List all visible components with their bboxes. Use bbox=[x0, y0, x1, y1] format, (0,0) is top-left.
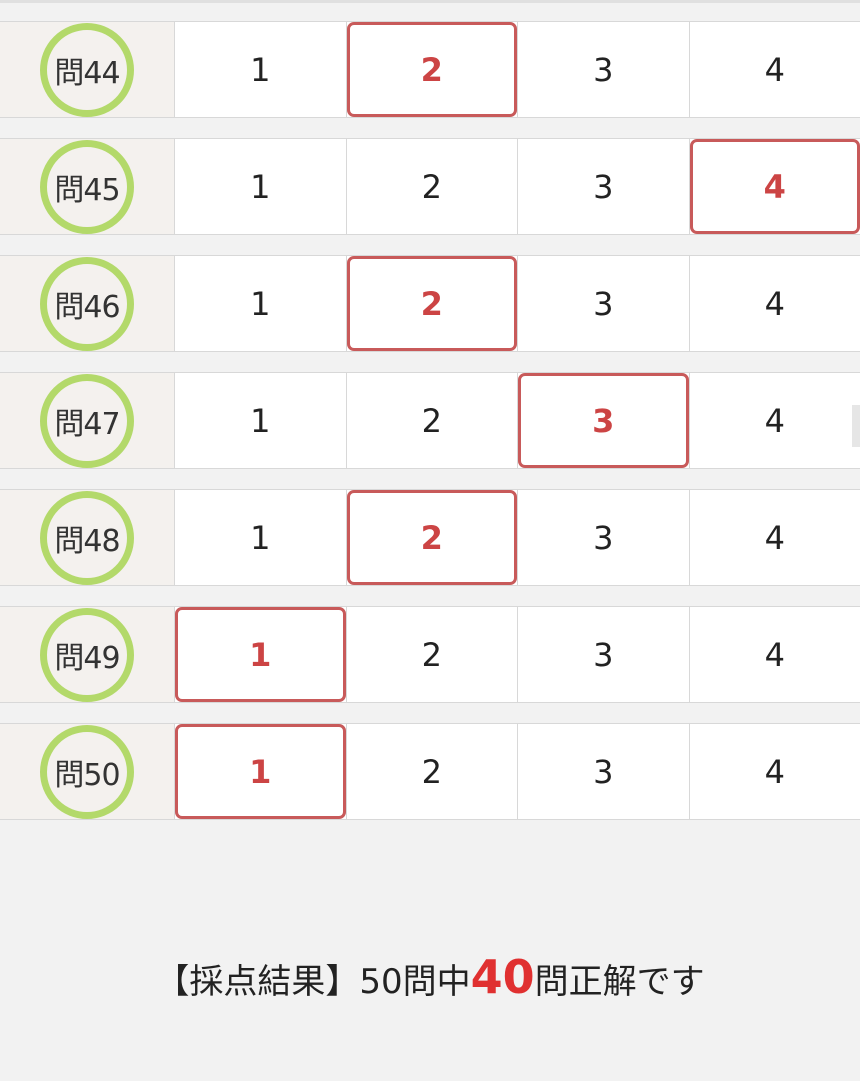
option-label: 4 bbox=[764, 635, 785, 674]
option-label: 4 bbox=[764, 752, 785, 791]
question-row: 問49 1 2 3 4 bbox=[0, 606, 860, 703]
question-number: 問46 bbox=[54, 289, 120, 325]
option-label: 1 bbox=[249, 635, 272, 674]
result-suffix: 問正解です bbox=[534, 962, 705, 1002]
correct-circle-icon bbox=[40, 373, 134, 468]
answer-option[interactable]: 4 bbox=[690, 22, 860, 117]
option-label: 2 bbox=[421, 635, 442, 674]
option-label: 2 bbox=[420, 518, 443, 557]
selected-option[interactable]: 1 bbox=[175, 724, 347, 819]
option-label: 3 bbox=[593, 635, 614, 674]
option-label: 2 bbox=[420, 284, 443, 323]
correct-circle-icon bbox=[40, 256, 134, 351]
answer-option[interactable]: 3 bbox=[518, 607, 690, 702]
correct-circle-icon bbox=[40, 22, 134, 117]
option-label: 4 bbox=[764, 518, 785, 557]
option-label: 1 bbox=[250, 167, 271, 206]
question-label-cell: 問48 bbox=[0, 490, 175, 585]
answer-option[interactable]: 3 bbox=[518, 724, 690, 819]
selected-option[interactable]: 4 bbox=[689, 139, 860, 234]
top-divider bbox=[0, 0, 860, 3]
question-row: 問50 1 2 3 4 bbox=[0, 723, 860, 820]
selected-option[interactable]: 1 bbox=[175, 607, 347, 702]
option-label: 3 bbox=[593, 752, 614, 791]
option-label: 2 bbox=[421, 752, 442, 791]
result-prefix: 【採点結果】50問中 bbox=[155, 962, 471, 1002]
option-label: 1 bbox=[250, 50, 271, 89]
correct-circle-icon bbox=[40, 724, 134, 819]
answer-option[interactable]: 3 bbox=[518, 490, 690, 585]
option-label: 3 bbox=[593, 167, 614, 206]
answer-option[interactable]: 4 bbox=[690, 490, 860, 585]
option-label: 3 bbox=[593, 518, 614, 557]
answer-option[interactable]: 1 bbox=[175, 373, 347, 468]
question-row: 問44 1 2 3 4 bbox=[0, 21, 860, 118]
option-label: 3 bbox=[592, 401, 615, 440]
answer-option[interactable]: 1 bbox=[175, 490, 347, 585]
answer-list: 問44 1 2 3 4 問45 1 2 3 4 問46 1 2 3 4 問47 1 2 3 4 問48 1 2 3 4 問49 1 2… bbox=[0, 21, 860, 840]
scrollbar[interactable] bbox=[852, 405, 860, 447]
correct-circle-icon bbox=[40, 490, 134, 585]
question-label-cell: 問45 bbox=[0, 139, 175, 234]
question-label-cell: 問46 bbox=[0, 256, 175, 351]
selected-option[interactable]: 2 bbox=[346, 22, 518, 117]
option-label: 2 bbox=[421, 401, 442, 440]
option-label: 4 bbox=[763, 167, 786, 206]
score-result: 【採点結果】50問中40問正解です bbox=[0, 950, 860, 1004]
answer-option[interactable]: 3 bbox=[518, 139, 690, 234]
question-label-cell: 問44 bbox=[0, 22, 175, 117]
correct-circle-icon bbox=[40, 607, 134, 702]
question-number: 問50 bbox=[54, 757, 120, 793]
question-row: 問48 1 2 3 4 bbox=[0, 489, 860, 586]
option-label: 1 bbox=[250, 518, 271, 557]
question-label-cell: 問50 bbox=[0, 724, 175, 819]
selected-option[interactable]: 2 bbox=[346, 256, 518, 351]
question-row: 問45 1 2 3 4 bbox=[0, 138, 860, 235]
option-label: 3 bbox=[593, 50, 614, 89]
answer-option[interactable]: 2 bbox=[347, 724, 518, 819]
option-label: 1 bbox=[249, 752, 272, 791]
selected-option[interactable]: 2 bbox=[346, 490, 518, 585]
question-number: 問44 bbox=[54, 55, 120, 91]
question-number: 問47 bbox=[54, 406, 120, 442]
answer-option[interactable]: 4 bbox=[690, 256, 860, 351]
option-label: 2 bbox=[421, 167, 442, 206]
answer-option[interactable]: 2 bbox=[347, 139, 518, 234]
answer-option[interactable]: 4 bbox=[690, 607, 860, 702]
question-label-cell: 問49 bbox=[0, 607, 175, 702]
question-number: 問48 bbox=[54, 523, 120, 559]
option-label: 2 bbox=[420, 50, 443, 89]
answer-option[interactable]: 2 bbox=[347, 607, 518, 702]
option-label: 4 bbox=[764, 50, 785, 89]
correct-circle-icon bbox=[40, 139, 134, 234]
question-row: 問47 1 2 3 4 bbox=[0, 372, 860, 469]
question-number: 問49 bbox=[54, 640, 120, 676]
answer-option[interactable]: 2 bbox=[347, 373, 518, 468]
option-label: 1 bbox=[250, 401, 271, 440]
answer-option[interactable]: 4 bbox=[690, 373, 860, 468]
answer-option[interactable]: 1 bbox=[175, 256, 347, 351]
question-label-cell: 問47 bbox=[0, 373, 175, 468]
option-label: 4 bbox=[764, 284, 785, 323]
answer-option[interactable]: 1 bbox=[175, 22, 347, 117]
answer-option[interactable]: 4 bbox=[690, 724, 860, 819]
option-label: 4 bbox=[764, 401, 785, 440]
option-label: 3 bbox=[593, 284, 614, 323]
question-row: 問46 1 2 3 4 bbox=[0, 255, 860, 352]
answer-option[interactable]: 3 bbox=[518, 256, 690, 351]
correct-count: 40 bbox=[470, 950, 535, 1004]
question-number: 問45 bbox=[54, 172, 120, 208]
answer-option[interactable]: 1 bbox=[175, 139, 347, 234]
answer-option[interactable]: 3 bbox=[518, 22, 690, 117]
option-label: 1 bbox=[250, 284, 271, 323]
selected-option[interactable]: 3 bbox=[518, 373, 690, 468]
